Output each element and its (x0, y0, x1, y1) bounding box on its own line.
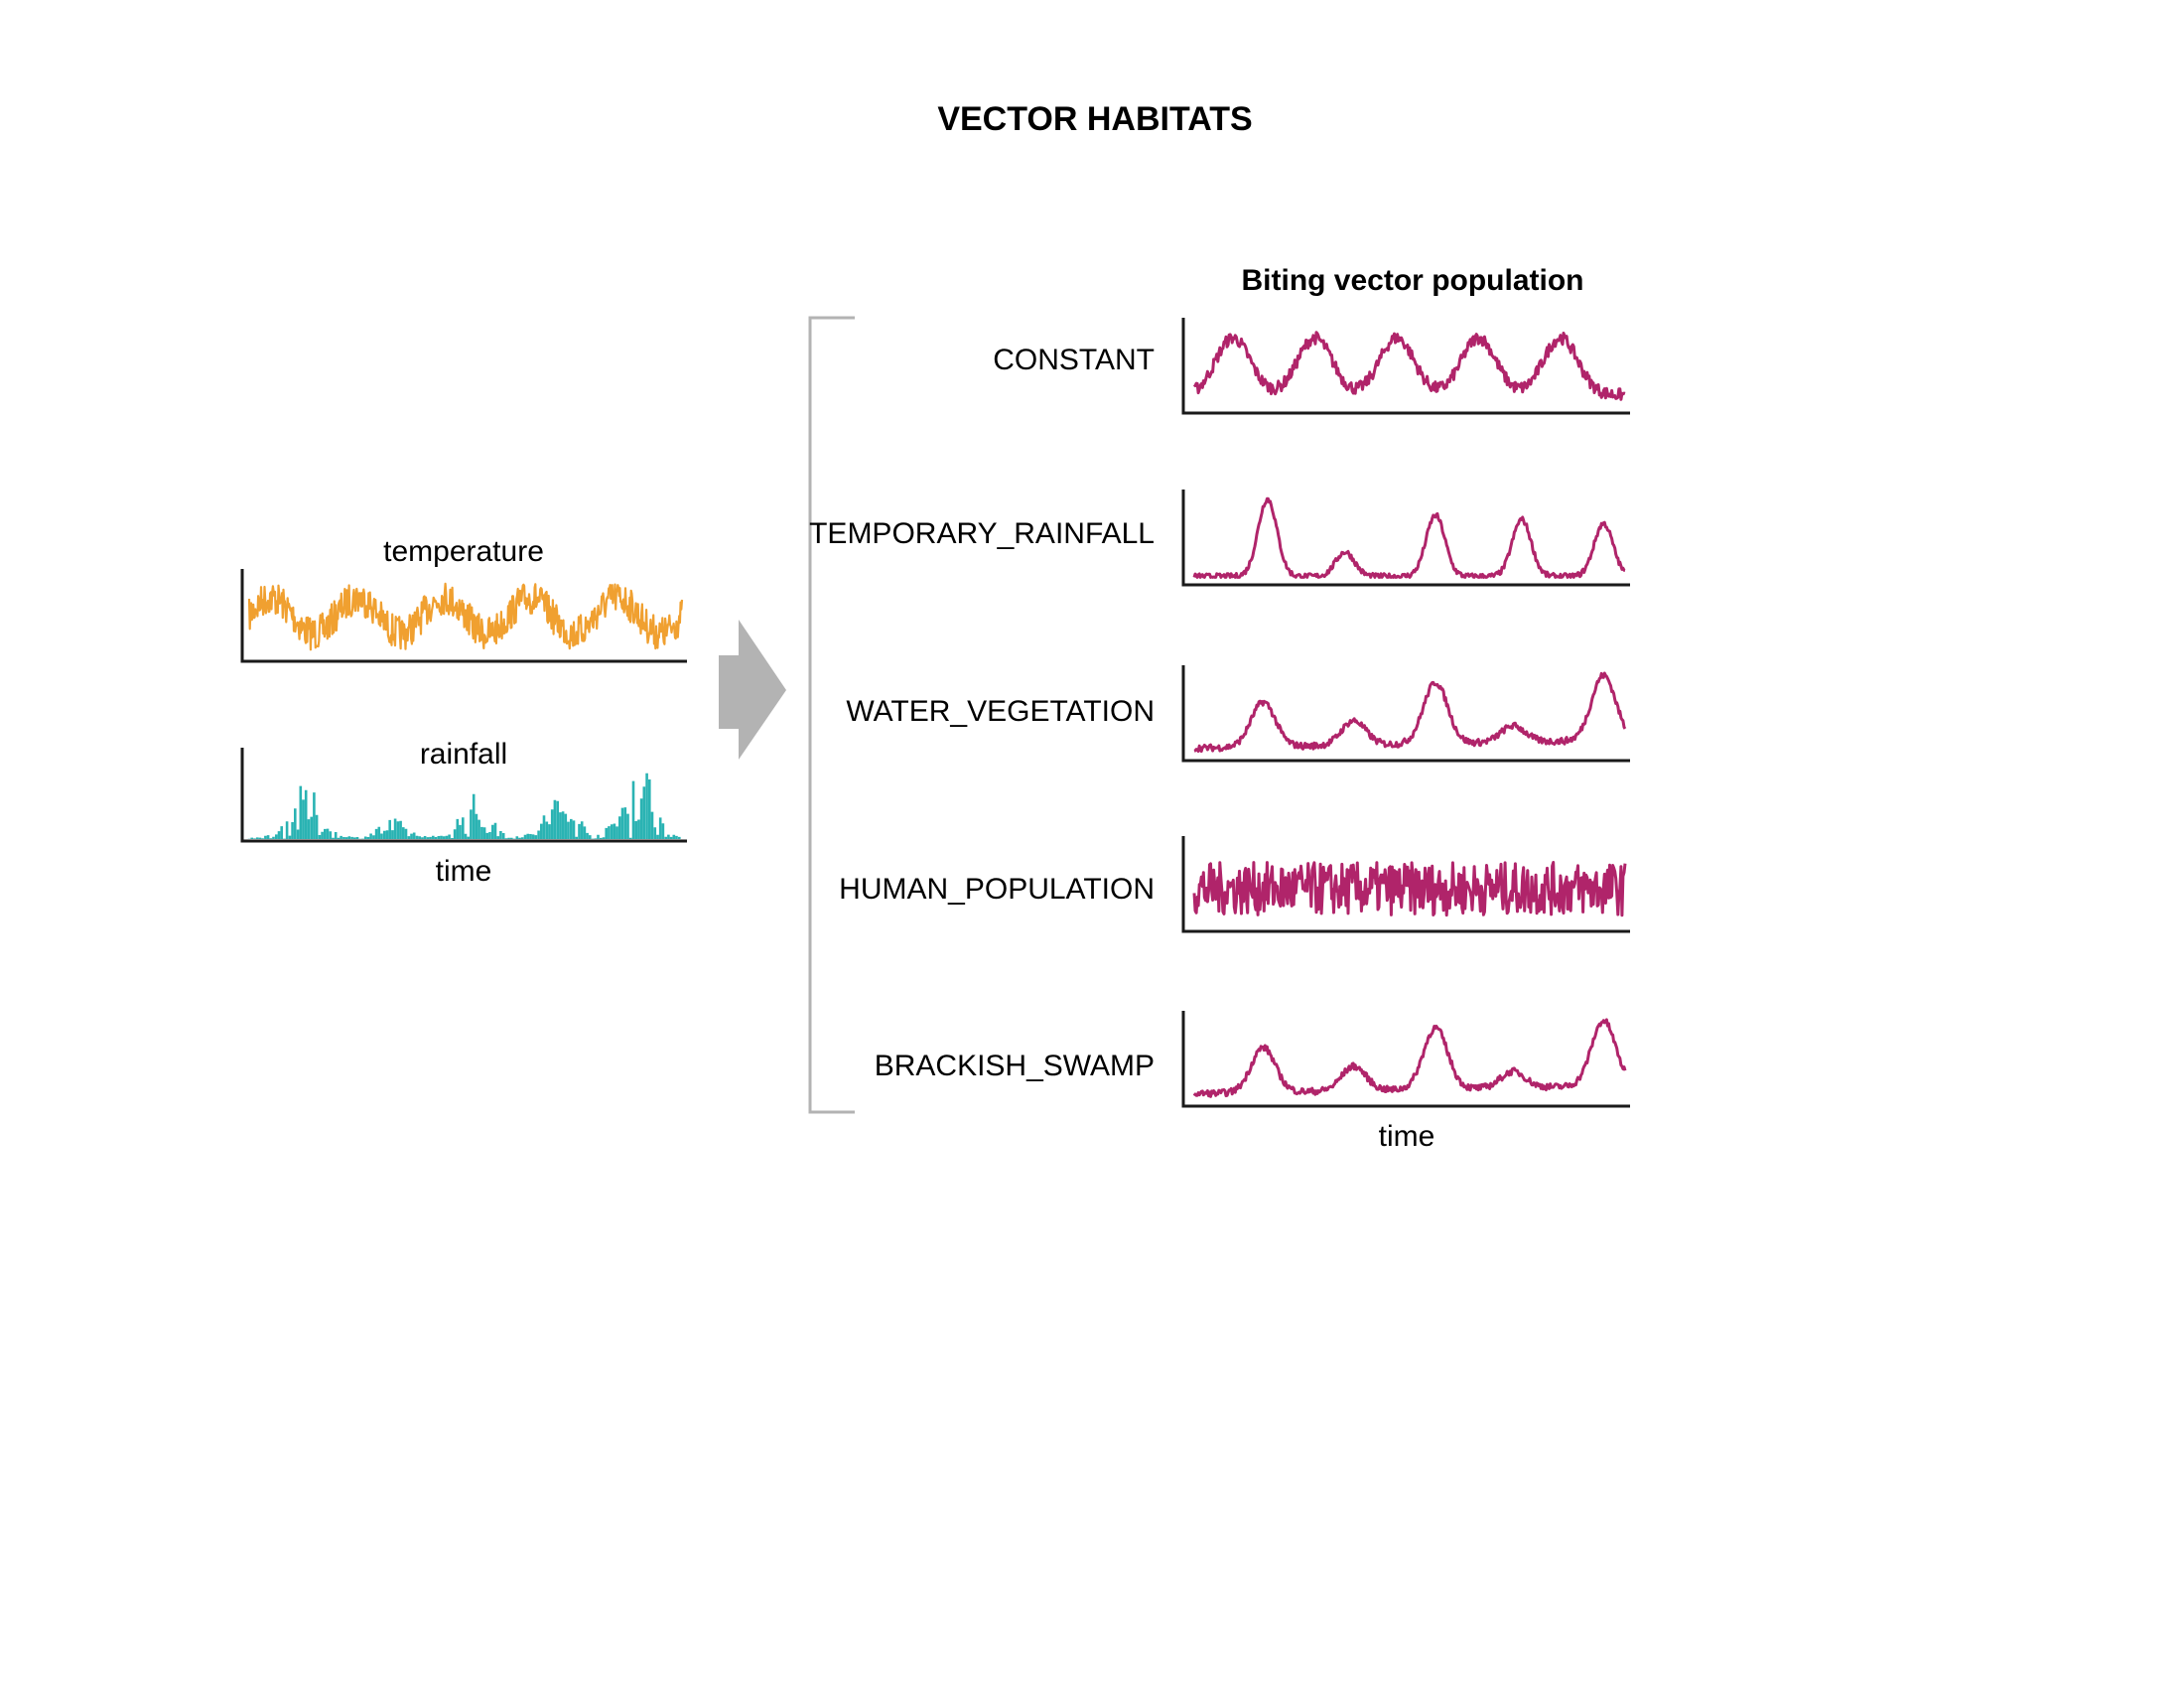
figure-title: VECTOR HABITATS (937, 100, 1252, 138)
vector-series-temporary-rainfall (1192, 496, 1626, 579)
vector-series-water-vegetation (1193, 671, 1627, 754)
right-arrow-icon (719, 620, 786, 760)
rainfall-axes (240, 748, 687, 843)
habitat-label-temporary-rainfall: TEMPORARY_RAINFALL (809, 517, 1155, 550)
habitat-row-human-population: HUMAN_POPULATION (839, 836, 1630, 933)
axes-human-population (1181, 836, 1630, 933)
axes-water-vegetation (1181, 665, 1630, 763)
temperature-axes (240, 569, 687, 663)
habitat-label-water-vegetation: WATER_VEGETATION (846, 695, 1155, 728)
temperature-series (247, 582, 684, 651)
habitat-row-constant: CONSTANT (993, 318, 1630, 415)
vector-series-human-population (1192, 861, 1627, 917)
habitat-row-temporary-rainfall: TEMPORARY_RAINFALL (809, 490, 1630, 587)
input-time-label: time (436, 855, 492, 888)
rainfall-panel: rainfall time (240, 738, 687, 888)
vector-series-constant (1192, 331, 1626, 401)
habitat-label-constant: CONSTANT (993, 344, 1155, 376)
rainfall-series (247, 773, 681, 839)
habitat-row-water-vegetation: WATER_VEGETATION (846, 665, 1630, 763)
axes-constant (1181, 318, 1630, 415)
output-title: Biting vector population (1242, 264, 1584, 297)
habitat-row-brackish-swamp: BRACKISH_SWAMP (875, 1011, 1630, 1108)
habitat-label-human-population: HUMAN_POPULATION (839, 873, 1155, 906)
temperature-label: temperature (383, 535, 544, 568)
axes-brackish-swamp (1181, 1011, 1630, 1108)
habitat-label-brackish-swamp: BRACKISH_SWAMP (875, 1050, 1155, 1082)
vector-series-brackish-swamp (1192, 1018, 1627, 1098)
temperature-panel: temperature (240, 535, 687, 663)
axes-temporary-rainfall (1181, 490, 1630, 587)
rainfall-label: rainfall (420, 738, 507, 771)
habitat-bracket (808, 316, 855, 1114)
output-time-label: time (1379, 1120, 1435, 1153)
